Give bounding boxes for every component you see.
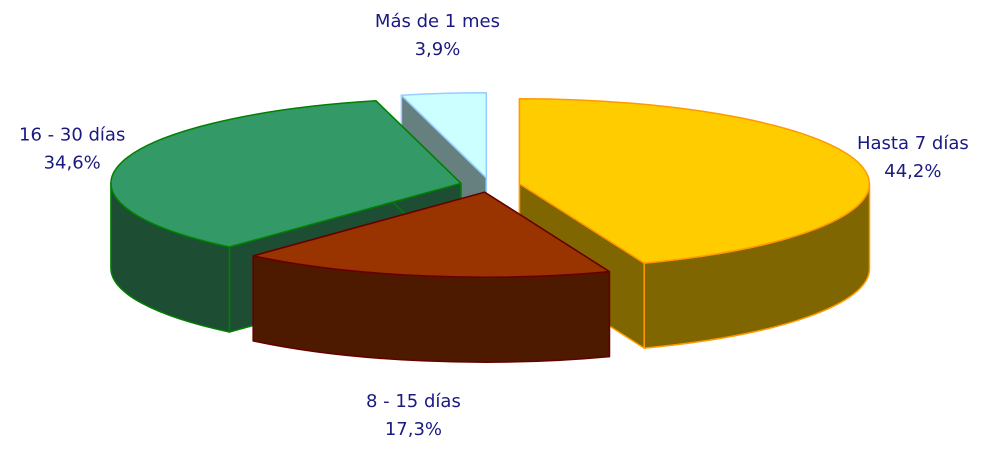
slice-label: Hasta 7 días <box>857 133 969 154</box>
slice-top <box>110 100 462 248</box>
slice-top <box>252 191 611 278</box>
slice-value-label: 44,2% <box>884 161 941 182</box>
slice <box>252 191 611 363</box>
slice-top <box>400 92 488 179</box>
slice-label: 8 - 15 días <box>366 391 461 412</box>
slice-top <box>518 97 870 264</box>
slice-label: Más de 1 mes <box>375 11 500 32</box>
slice-label: 16 - 30 días <box>19 125 125 146</box>
slice-value-label: 17,3% <box>385 419 442 440</box>
slice-value-label: 3,9% <box>415 39 461 60</box>
slice-value-label: 34,6% <box>44 153 101 174</box>
slice <box>518 97 871 349</box>
